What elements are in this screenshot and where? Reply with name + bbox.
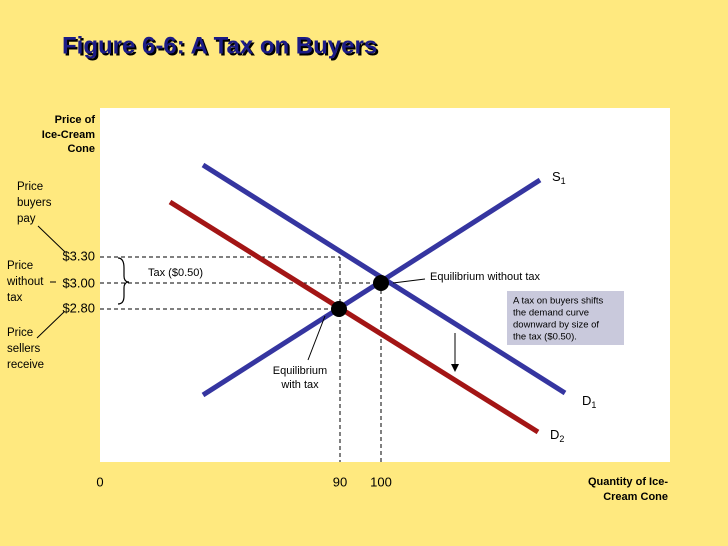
annotation: Equilibrium (273, 365, 327, 377)
curve-label: D1 (582, 393, 596, 410)
guides (100, 256, 382, 462)
annotation: Price (17, 181, 43, 193)
supply-curve (201, 177, 542, 398)
pointer (392, 278, 426, 284)
equilibrium-point (331, 301, 347, 317)
price-label: $3.00 (62, 275, 95, 290)
annotation: Price (7, 327, 33, 339)
annotation: receive (7, 359, 44, 371)
annotation: Price (7, 260, 33, 272)
y-axis-label: Cone (68, 143, 96, 155)
title-shadow: Figure 6-6: A Tax on Buyers (64, 34, 379, 61)
pointers (36, 225, 456, 366)
curve-letter: D (582, 393, 591, 408)
y-axis-label: Ice-Cream (42, 129, 95, 141)
annotation: buyers (17, 197, 52, 209)
y-axis-label: Price of (55, 114, 96, 126)
equilibrium-point (373, 275, 389, 291)
price-label: $3.30 (62, 248, 95, 263)
annotation: pay (17, 213, 36, 225)
curve-label: S1 (552, 169, 566, 186)
note-text: downward by size of (513, 320, 599, 331)
title: Figure 6-6: A Tax on Buyers (62, 32, 377, 59)
curve-subscript: 1 (561, 176, 566, 186)
quantity-label: 90 (333, 474, 347, 489)
price-label: $2.80 (62, 300, 95, 315)
annotation: tax (7, 292, 23, 304)
note-text: A tax on buyers shifts (513, 296, 604, 307)
annotation: Tax ($0.50) (148, 267, 203, 279)
curve-letter: S (552, 169, 561, 184)
quantity-label: 0 (96, 474, 103, 489)
curve-subscript: 2 (559, 434, 564, 444)
pointer (307, 315, 326, 361)
curve-subscript: 1 (591, 400, 596, 410)
note-text: the tax ($0.50). (513, 332, 577, 343)
pointer (36, 311, 65, 339)
pointer (37, 225, 66, 253)
annotation: Equilibrium without tax (430, 271, 541, 283)
note-text: the demand curve (513, 308, 589, 319)
curve-letter: D (550, 427, 559, 442)
quantity-label: 100 (370, 474, 392, 489)
annotation: sellers (7, 343, 40, 355)
annotation: with tax (280, 379, 319, 391)
note-box (507, 291, 624, 345)
curve-label: D2 (550, 427, 564, 444)
x-axis-label: Cream Cone (603, 491, 668, 503)
shifted-demand-curve (168, 199, 540, 435)
annotation: without (6, 276, 44, 288)
tax-brace (117, 257, 130, 305)
x-axis-label: Quantity of Ice- (588, 476, 668, 488)
arrow-head (451, 364, 459, 372)
